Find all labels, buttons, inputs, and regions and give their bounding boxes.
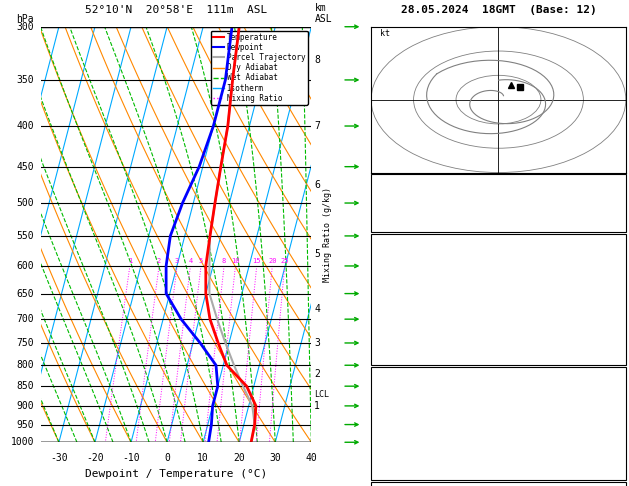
Text: 950: 950 — [16, 419, 34, 430]
Text: 4: 4 — [188, 258, 192, 264]
Text: 320: 320 — [605, 294, 623, 303]
Text: 25: 25 — [281, 258, 289, 264]
Text: Pressure (mb): Pressure (mb) — [374, 390, 450, 399]
Text: 52°10'N  20°58'E  111m  ASL: 52°10'N 20°58'E 111m ASL — [85, 4, 267, 15]
Text: K: K — [374, 180, 380, 190]
Text: 700: 700 — [16, 314, 34, 324]
Text: 650: 650 — [16, 289, 34, 298]
Text: CIN (J): CIN (J) — [374, 464, 415, 473]
Text: Dewp (°C): Dewp (°C) — [374, 275, 427, 285]
Text: Lifted Index: Lifted Index — [374, 427, 445, 436]
Text: PW (cm): PW (cm) — [374, 217, 415, 226]
Text: 4: 4 — [314, 304, 320, 314]
Text: Dewpoint / Temperature (°C): Dewpoint / Temperature (°C) — [85, 469, 267, 479]
Text: Temp (°C): Temp (°C) — [374, 257, 427, 266]
Text: 10: 10 — [231, 258, 240, 264]
Text: Totals Totals: Totals Totals — [374, 198, 450, 208]
Text: 0: 0 — [617, 464, 623, 473]
Text: LCL: LCL — [314, 390, 329, 399]
Text: 518: 518 — [605, 330, 623, 340]
Text: 30: 30 — [611, 180, 623, 190]
Text: θᴄ (K): θᴄ (K) — [374, 408, 409, 418]
Text: Lifted Index: Lifted Index — [374, 312, 445, 322]
Text: 20: 20 — [268, 258, 277, 264]
Text: -10: -10 — [122, 452, 140, 463]
Text: CIN (J): CIN (J) — [374, 349, 415, 359]
Text: 2.52: 2.52 — [599, 217, 623, 226]
Text: 0: 0 — [617, 349, 623, 359]
Text: 40: 40 — [306, 452, 317, 463]
Text: 2: 2 — [157, 258, 161, 264]
Text: 1004: 1004 — [599, 390, 623, 399]
Text: 850: 850 — [16, 381, 34, 391]
Text: 500: 500 — [16, 198, 34, 208]
Text: -30: -30 — [50, 452, 68, 463]
Text: 23.3: 23.3 — [599, 257, 623, 266]
Text: CAPE (J): CAPE (J) — [374, 445, 421, 455]
Text: CAPE (J): CAPE (J) — [374, 330, 421, 340]
Text: © weatheronline.co.uk: © weatheronline.co.uk — [371, 472, 484, 481]
Text: 48: 48 — [611, 198, 623, 208]
Text: 8: 8 — [222, 258, 226, 264]
Text: -20: -20 — [86, 452, 104, 463]
Text: 5: 5 — [314, 249, 320, 259]
Text: Mixing Ratio (g/kg): Mixing Ratio (g/kg) — [323, 187, 331, 282]
Text: 7: 7 — [314, 121, 320, 131]
Text: 1: 1 — [314, 401, 320, 411]
Text: 30: 30 — [269, 452, 281, 463]
Text: 550: 550 — [16, 231, 34, 241]
Text: 1000: 1000 — [11, 437, 34, 447]
Text: 15: 15 — [252, 258, 261, 264]
Text: 20: 20 — [233, 452, 245, 463]
Text: 28.05.2024  18GMT  (Base: 12): 28.05.2024 18GMT (Base: 12) — [401, 4, 596, 15]
Text: -1: -1 — [611, 427, 623, 436]
Text: 600: 600 — [16, 261, 34, 271]
Text: 800: 800 — [16, 360, 34, 370]
Text: 750: 750 — [16, 338, 34, 348]
Text: 400: 400 — [16, 121, 34, 131]
Text: 320: 320 — [605, 408, 623, 418]
Text: Surface: Surface — [478, 239, 519, 249]
Text: kt: kt — [380, 30, 389, 38]
Text: 2: 2 — [314, 369, 320, 379]
Text: 900: 900 — [16, 401, 34, 411]
Text: 5: 5 — [199, 258, 203, 264]
Text: 300: 300 — [16, 22, 34, 32]
Text: 518: 518 — [605, 445, 623, 455]
Text: 1: 1 — [128, 258, 132, 264]
Text: hPa: hPa — [16, 14, 33, 24]
Text: 0: 0 — [164, 452, 170, 463]
Text: 6: 6 — [314, 180, 320, 191]
Text: 8: 8 — [314, 54, 320, 65]
Text: 11.5: 11.5 — [599, 275, 623, 285]
Text: 10: 10 — [198, 452, 209, 463]
Text: 450: 450 — [16, 162, 34, 172]
Text: km
ASL: km ASL — [314, 3, 332, 24]
Text: -1: -1 — [611, 312, 623, 322]
Text: 3: 3 — [314, 338, 320, 348]
Text: Most Unstable: Most Unstable — [460, 372, 537, 382]
Legend: Temperature, Dewpoint, Parcel Trajectory, Dry Adiabat, Wet Adiabat, Isotherm, Mi: Temperature, Dewpoint, Parcel Trajectory… — [211, 31, 308, 105]
Text: 3: 3 — [175, 258, 179, 264]
Text: θᴄ(K): θᴄ(K) — [374, 294, 404, 303]
Text: 350: 350 — [16, 75, 34, 85]
